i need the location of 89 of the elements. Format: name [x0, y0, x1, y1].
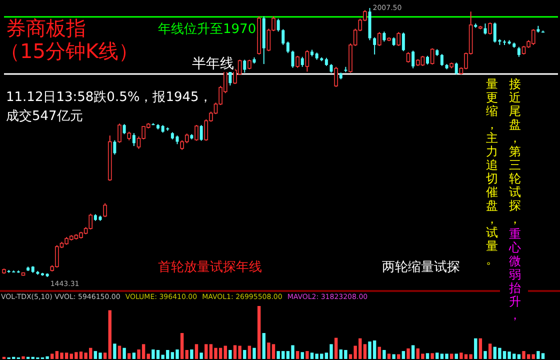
ref-line-label: 半年线 [192, 56, 234, 72]
bar [132, 352, 136, 359]
candlestick [396, 32, 401, 46]
bar [397, 354, 400, 359]
bar [204, 344, 208, 359]
candlestick [305, 50, 310, 72]
bar [243, 350, 246, 359]
bar [180, 333, 184, 359]
bar [262, 333, 266, 359]
bar [488, 344, 492, 359]
bar [108, 310, 112, 359]
bar [517, 354, 521, 359]
bar [450, 354, 454, 359]
text: （15分钟K线） [0, 39, 139, 63]
bar [122, 348, 126, 359]
bar [474, 338, 478, 359]
bar [378, 346, 381, 359]
candlestick [228, 70, 232, 86]
bar [118, 346, 122, 359]
bar [402, 351, 406, 359]
bar [387, 354, 391, 359]
bar [200, 352, 203, 359]
bar [50, 354, 54, 359]
text: 接近尾盘，第三轮试探， [509, 77, 521, 226]
candlestick [132, 132, 136, 147]
candlestick [276, 18, 280, 32]
bar [103, 352, 107, 359]
bar [128, 353, 131, 359]
candlestick [517, 46, 520, 58]
bar [382, 350, 386, 359]
bar [228, 350, 232, 359]
bar [185, 350, 188, 359]
annotation: 11.12日13:58跌0.5%，报1945， [6, 90, 212, 105]
bar [224, 346, 227, 359]
bar [113, 344, 116, 359]
candlestick [248, 59, 252, 70]
candlestick [430, 48, 434, 65]
candlestick [440, 54, 444, 66]
annotation: 成交547亿元 [6, 108, 83, 124]
bar [392, 354, 396, 359]
candlestick [454, 62, 458, 76]
bar [296, 351, 300, 359]
bar [436, 352, 439, 359]
ref-line-label: 年线位升至1970 [158, 22, 256, 37]
bar [300, 352, 304, 359]
bar [532, 354, 535, 359]
candlestick [300, 56, 304, 68]
annotation: 重心微弱抬升， [508, 227, 521, 322]
bar [478, 338, 482, 359]
candlestick [373, 36, 376, 55]
bar [306, 351, 309, 359]
candlestick [200, 124, 203, 142]
candlestick [334, 66, 338, 88]
candlestick [406, 52, 410, 64]
bar [426, 353, 430, 359]
bar [334, 338, 338, 359]
annotation: 两轮缩量试探 [382, 260, 460, 275]
bar [248, 346, 252, 359]
candlestick [291, 50, 294, 68]
bar [194, 344, 198, 359]
bar [406, 348, 410, 359]
chart-title: 券商板指 [6, 16, 86, 40]
candlestick [282, 28, 285, 46]
candlestick [113, 140, 116, 156]
bar [430, 353, 434, 359]
candlestick [118, 123, 122, 144]
text: 量更缩，主力追切催盘，试量。 [486, 77, 498, 266]
bar [484, 351, 487, 359]
annotation: 首轮放量试探年线 [158, 260, 262, 275]
bar [190, 349, 194, 359]
bar [22, 356, 25, 359]
candlestick [103, 202, 107, 218]
bar [146, 354, 150, 359]
candlestick [286, 41, 290, 54]
candlestick [382, 31, 386, 42]
bar [257, 306, 261, 359]
bar [363, 344, 367, 359]
candlestick [122, 124, 126, 135]
candlestick [488, 22, 492, 35]
candlestick [402, 32, 405, 52]
candlestick [377, 32, 382, 46]
bar [252, 348, 256, 359]
candlestick [484, 22, 487, 35]
candlestick [243, 59, 246, 74]
candlestick [194, 124, 198, 142]
bar [454, 354, 458, 359]
candlestick [412, 50, 415, 69]
candlestick [296, 55, 300, 68]
bar [411, 345, 415, 359]
